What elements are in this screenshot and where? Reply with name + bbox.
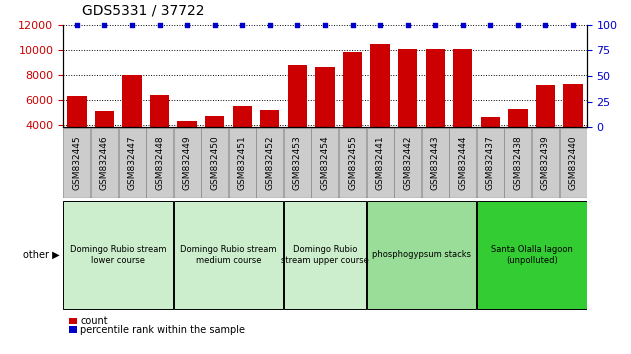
Text: GSM832452: GSM832452 [266,136,274,190]
Bar [91,128,118,198]
Text: count: count [80,316,108,326]
Bar [509,109,528,175]
Text: phosphogypsum stacks: phosphogypsum stacks [372,250,471,259]
Bar [63,128,90,198]
Bar [95,111,114,175]
Bar [174,128,201,198]
Bar [201,128,228,198]
Bar [367,200,476,309]
Bar [284,128,311,198]
Text: percentile rank within the sample: percentile rank within the sample [80,325,245,335]
Text: GSM832448: GSM832448 [155,136,164,190]
Text: GSM832439: GSM832439 [541,136,550,190]
Point [430,22,440,28]
Bar [260,110,280,175]
Bar [422,128,449,198]
Point [568,22,578,28]
Bar [229,128,256,198]
Text: GSM832454: GSM832454 [321,136,329,190]
Text: GSM832453: GSM832453 [293,136,302,190]
Bar [256,128,283,198]
Bar [63,200,173,309]
Bar [233,106,252,175]
Bar [68,96,86,175]
Text: GSM832447: GSM832447 [127,136,136,190]
Point [375,22,385,28]
Text: Domingo Rubio stream
medium course: Domingo Rubio stream medium course [180,245,277,264]
Bar [288,65,307,175]
Point [292,22,302,28]
Bar [367,128,394,198]
Point [237,22,247,28]
Bar [174,200,283,309]
Point [403,22,413,28]
Bar [205,116,225,175]
Bar [560,128,587,198]
Bar [394,128,421,198]
Text: GSM832451: GSM832451 [238,136,247,190]
Text: GSM832438: GSM832438 [514,136,522,190]
Text: GSM832450: GSM832450 [210,136,219,190]
Point [320,22,330,28]
Text: GSM832446: GSM832446 [100,136,109,190]
Bar [449,128,476,198]
Bar [398,48,417,175]
Bar [370,44,390,175]
Point [265,22,275,28]
Text: GSM832442: GSM832442 [403,136,412,190]
Text: GSM832449: GSM832449 [182,136,192,190]
Bar [453,48,473,175]
Text: GSM832440: GSM832440 [569,136,577,190]
Bar [150,95,169,175]
Point [540,22,550,28]
Bar [532,128,559,198]
Point [457,22,468,28]
Bar [312,128,338,198]
Bar [343,52,362,175]
Point [100,22,110,28]
Bar [563,84,582,175]
Point [182,22,192,28]
Text: GSM832441: GSM832441 [375,136,384,190]
Text: GSM832443: GSM832443 [431,136,440,190]
Point [155,22,165,28]
Point [209,22,220,28]
Bar [477,200,587,309]
Bar [146,128,173,198]
Text: GSM832445: GSM832445 [73,136,81,190]
Text: GDS5331 / 37722: GDS5331 / 37722 [82,4,204,18]
Text: Domingo Rubio
stream upper course: Domingo Rubio stream upper course [281,245,369,264]
Point [348,22,358,28]
Text: Domingo Rubio stream
lower course: Domingo Rubio stream lower course [70,245,167,264]
Bar [122,75,141,175]
Point [513,22,523,28]
Bar [284,200,366,309]
Text: Santa Olalla lagoon
(unpolluted): Santa Olalla lagoon (unpolluted) [491,245,573,264]
Bar [119,128,146,198]
Bar [339,128,366,198]
Bar [536,85,555,175]
Bar [316,67,334,175]
Bar [477,128,504,198]
Text: GSM832437: GSM832437 [486,136,495,190]
Text: GSM832444: GSM832444 [458,136,468,190]
Text: GSM832455: GSM832455 [348,136,357,190]
Point [485,22,495,28]
Text: other ▶: other ▶ [23,250,60,260]
Bar [504,128,531,198]
Point [72,22,82,28]
Bar [481,117,500,175]
Bar [425,48,445,175]
Bar [177,121,197,175]
Point [127,22,137,28]
